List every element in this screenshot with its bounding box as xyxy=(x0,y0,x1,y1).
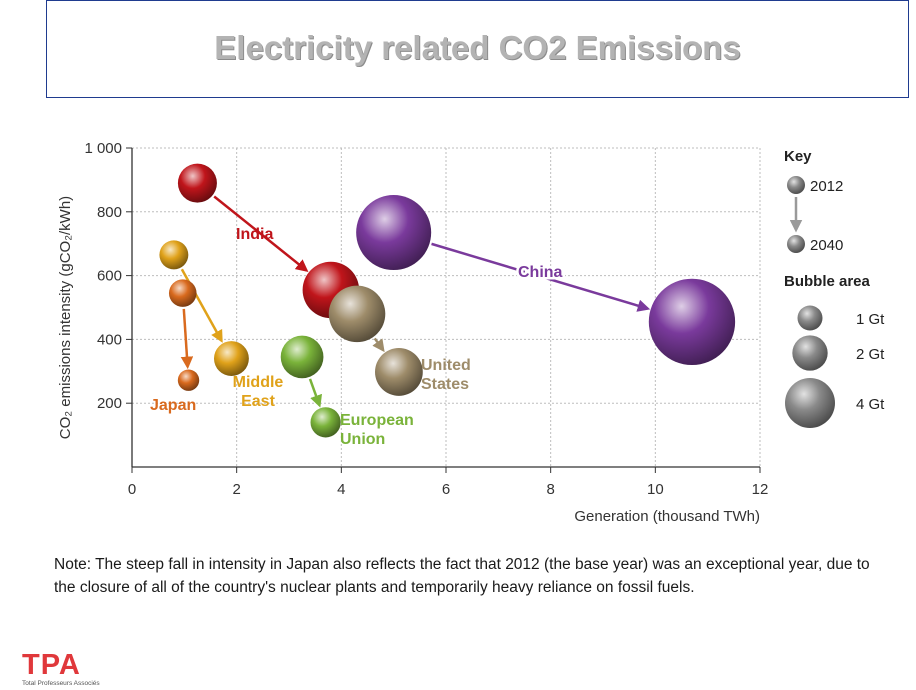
bubble-india-2012 xyxy=(177,163,217,203)
x-tick-label: 0 xyxy=(128,481,136,498)
series-label-india: India xyxy=(236,226,273,243)
legend-key-bubble-2012 xyxy=(787,176,805,194)
legend-bubble-area-title: Bubble area xyxy=(784,273,871,290)
note-line-1: Note: The steep fall in intensity in Jap… xyxy=(54,556,870,573)
bubble-middle-east-2040 xyxy=(213,341,249,376)
axes: 0 2 4 6 8 10 12 200 400 600 800 1 000 Generation (th… xyxy=(57,140,768,525)
arrow-united-states xyxy=(372,337,385,353)
page-title: Electricity related CO2 Emissions xyxy=(214,29,741,66)
note-line-2: the closure of all of the country's nucl… xyxy=(54,579,695,596)
series-label-middle-east: East xyxy=(241,393,275,410)
legend-key-label-2040: 2040 xyxy=(810,237,843,254)
legend-area-bubble xyxy=(792,335,828,371)
legend: Key 2012 2040 Bubble area 1 Gt 2 Gt 4 Gt xyxy=(784,148,885,428)
legend-key-label-2012: 2012 xyxy=(810,178,843,195)
arrow-japan xyxy=(180,308,194,370)
bubble-european-union-2040 xyxy=(310,407,341,438)
arrow-india xyxy=(213,195,309,272)
bubble-china-2040 xyxy=(648,278,736,366)
x-tick-label: 12 xyxy=(752,481,769,498)
title-box: Electricity related CO2 Emissions xyxy=(46,0,909,98)
x-axis-label: Generation (thousand TWh) xyxy=(574,508,760,525)
bubble-european-union-2012 xyxy=(280,335,324,379)
y-tick-label: 200 xyxy=(97,395,122,412)
series-label-china: China xyxy=(518,264,563,281)
legend-area-label: 1 Gt xyxy=(856,311,885,328)
series-label-middle-east: Middle xyxy=(233,374,284,391)
x-tick-label: 4 xyxy=(337,481,345,498)
legend-area-label: 4 Gt xyxy=(856,396,885,413)
series-labels: India China United States European Union Middl… xyxy=(150,226,565,448)
bubble-united-states-2012 xyxy=(328,285,386,343)
y-axis-label: CO₂ emissions intensity (gCO₂/kWh) xyxy=(57,196,74,439)
series-label-united-states: States xyxy=(421,376,469,393)
legend-area-bubble xyxy=(785,378,835,428)
y-tick-label: 400 xyxy=(97,331,122,348)
y-tick-label: 800 xyxy=(97,204,122,221)
bubbles xyxy=(159,163,736,438)
series-label-japan: Japan xyxy=(150,397,196,414)
x-tick-label: 6 xyxy=(442,481,450,498)
series-label-european-union: European xyxy=(340,412,414,429)
tpa-logo: TPA Total Professeurs Associés xyxy=(22,649,100,688)
arrow-european-union xyxy=(308,378,322,408)
grid xyxy=(132,147,761,467)
legend-key-title: Key xyxy=(784,148,812,165)
logo-subtitle: Total Professeurs Associés xyxy=(22,680,100,687)
bubble-middle-east-2012 xyxy=(159,240,189,270)
x-tick-label: 2 xyxy=(232,481,240,498)
y-tick-label: 1 000 xyxy=(84,140,122,157)
x-tick-label: 10 xyxy=(647,481,664,498)
bubble-chart: 0 2 4 6 8 10 12 200 400 600 800 1 000 Generation (th… xyxy=(57,140,885,525)
series-label-european-union: Union xyxy=(340,431,385,448)
bubble-japan-2040 xyxy=(177,369,200,391)
bubble-united-states-2040 xyxy=(375,348,423,396)
legend-area-label: 2 Gt xyxy=(856,346,885,363)
bubble-japan-2012 xyxy=(168,279,197,307)
arrow-china xyxy=(431,242,651,312)
x-tick-label: 8 xyxy=(546,481,554,498)
chart-note: Note: The steep fall in intensity in Jap… xyxy=(54,553,914,599)
y-tick-label: 600 xyxy=(97,268,122,285)
logo-mark: TPA xyxy=(22,649,81,681)
legend-key-bubble-2040 xyxy=(787,235,805,253)
legend-area-bubble xyxy=(797,305,823,331)
series-label-united-states: United xyxy=(421,357,471,374)
bubble-china-2012 xyxy=(356,195,432,271)
